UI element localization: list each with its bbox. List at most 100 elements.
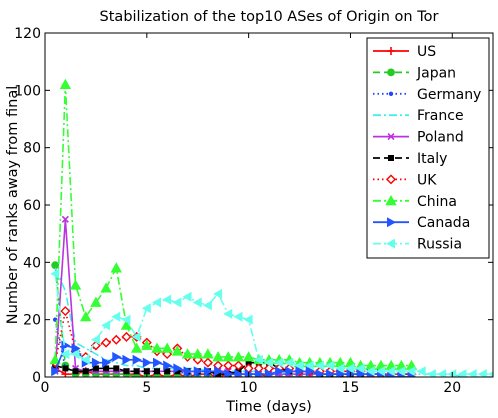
data-point bbox=[213, 288, 223, 299]
legend-marker bbox=[387, 133, 395, 141]
data-point bbox=[50, 268, 60, 279]
data-point bbox=[192, 297, 202, 308]
data-point bbox=[275, 366, 285, 377]
y-axis-label: Number of ranks away from final bbox=[5, 86, 21, 324]
data-point bbox=[141, 303, 151, 314]
legend-label: Germany bbox=[417, 87, 481, 103]
legend-label: Italy bbox=[417, 151, 447, 167]
series-line bbox=[54, 267, 493, 377]
series-canada bbox=[51, 340, 417, 377]
data-point bbox=[356, 369, 366, 377]
legend-entry: Italy bbox=[373, 151, 447, 167]
x-tick-label: 5 bbox=[142, 380, 151, 396]
data-point bbox=[305, 366, 315, 377]
data-point bbox=[386, 366, 396, 377]
data-point bbox=[397, 372, 407, 377]
legend-entry: China bbox=[373, 194, 457, 210]
data-point bbox=[416, 366, 426, 377]
data-point bbox=[142, 357, 152, 368]
data-point bbox=[82, 368, 89, 375]
axes: 0 5 10 15 20 0 20 40 60 80 100 120 bbox=[14, 26, 494, 396]
data-point bbox=[365, 366, 375, 377]
data-point bbox=[285, 366, 295, 377]
data-point bbox=[111, 311, 121, 322]
data-point bbox=[92, 365, 99, 372]
data-point bbox=[62, 365, 69, 372]
data-point bbox=[406, 366, 416, 377]
data-point bbox=[315, 369, 325, 377]
data-point bbox=[103, 365, 110, 372]
data-point bbox=[113, 365, 120, 372]
data-point bbox=[234, 369, 244, 377]
data-point bbox=[346, 369, 356, 377]
data-point bbox=[72, 368, 79, 375]
chart-title: Stabilization of the top10 ASes of Origi… bbox=[100, 9, 439, 25]
data-point bbox=[59, 78, 72, 89]
data-point bbox=[294, 360, 304, 371]
data-point bbox=[161, 342, 173, 353]
data-point bbox=[314, 360, 324, 371]
data-point bbox=[90, 296, 102, 307]
data-point bbox=[245, 359, 252, 366]
data-point bbox=[121, 331, 132, 342]
y-tick-label: 40 bbox=[23, 255, 41, 271]
legend: US Japan Germany France Poland Italy UK China Ca… bbox=[366, 37, 490, 259]
data-point bbox=[49, 353, 61, 365]
legend-marker bbox=[387, 217, 396, 228]
data-point bbox=[141, 339, 153, 350]
x-tick-label: 15 bbox=[342, 380, 360, 396]
data-point bbox=[164, 368, 171, 375]
data-point bbox=[295, 366, 305, 377]
data-point bbox=[223, 360, 234, 371]
legend-entry: France bbox=[373, 108, 464, 124]
data-point bbox=[193, 366, 203, 377]
legend-entry: Canada bbox=[373, 215, 470, 231]
data-point bbox=[60, 306, 71, 317]
data-point bbox=[345, 363, 355, 374]
data-point bbox=[152, 297, 161, 308]
data-point bbox=[265, 369, 274, 377]
data-point bbox=[181, 348, 194, 359]
data-point bbox=[387, 372, 397, 377]
x-axis-label: Time (days) bbox=[225, 399, 312, 415]
data-point bbox=[101, 320, 111, 331]
data-point bbox=[426, 369, 436, 377]
y-tick-label: 60 bbox=[23, 198, 41, 214]
data-point bbox=[171, 345, 184, 356]
data-point bbox=[61, 215, 69, 223]
data-point bbox=[80, 354, 90, 365]
data-point bbox=[254, 369, 264, 377]
data-point bbox=[235, 368, 242, 375]
data-point bbox=[477, 369, 487, 377]
series-line bbox=[54, 219, 412, 375]
data-point bbox=[202, 348, 214, 359]
data-point bbox=[154, 368, 160, 375]
data-point bbox=[253, 354, 263, 365]
data-point bbox=[212, 351, 224, 362]
legend-label: Russia bbox=[417, 237, 462, 253]
series-poland bbox=[51, 215, 416, 377]
data-point bbox=[143, 368, 150, 375]
legend-marker bbox=[388, 91, 394, 97]
data-point bbox=[325, 360, 335, 371]
data-point bbox=[274, 357, 284, 368]
legend-entry: UK bbox=[373, 172, 437, 188]
legend-label: Poland bbox=[417, 130, 464, 146]
data-point bbox=[192, 348, 204, 359]
data-point bbox=[163, 360, 173, 371]
data-point bbox=[215, 371, 222, 377]
data-point bbox=[232, 351, 245, 362]
y-tick-label: 0 bbox=[32, 370, 41, 386]
data-point bbox=[488, 371, 493, 377]
legend-label: UK bbox=[417, 172, 437, 188]
data-point bbox=[467, 369, 477, 377]
data-point bbox=[396, 366, 406, 377]
data-point bbox=[111, 334, 122, 345]
data-point bbox=[133, 368, 140, 375]
data-point bbox=[70, 349, 80, 360]
data-point bbox=[80, 310, 92, 322]
data-point bbox=[243, 314, 253, 325]
data-point bbox=[284, 357, 294, 368]
